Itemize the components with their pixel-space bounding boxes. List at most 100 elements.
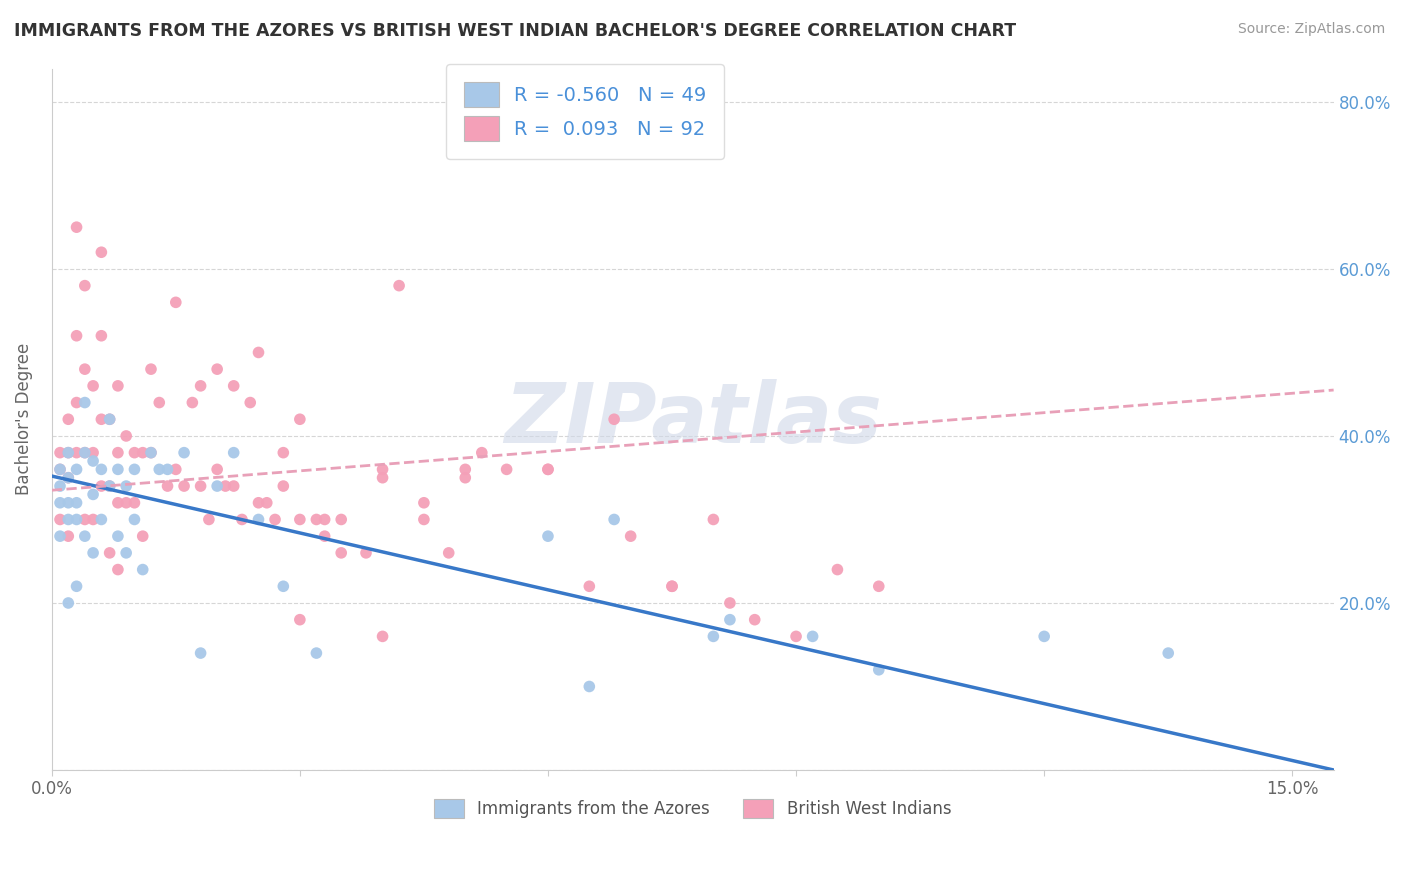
Point bbox=[139, 362, 162, 376]
Point bbox=[273, 579, 295, 593]
Point bbox=[173, 479, 195, 493]
Point bbox=[73, 512, 96, 526]
Point bbox=[388, 278, 411, 293]
Point bbox=[98, 479, 121, 493]
Point bbox=[58, 471, 80, 485]
Y-axis label: Bachelor's Degree: Bachelor's Degree bbox=[15, 343, 32, 495]
Point bbox=[702, 629, 724, 643]
Point bbox=[58, 471, 80, 485]
Point bbox=[661, 579, 683, 593]
Point bbox=[65, 496, 87, 510]
Point bbox=[173, 445, 195, 459]
Point bbox=[222, 479, 245, 493]
Point bbox=[98, 479, 121, 493]
Point bbox=[578, 680, 600, 694]
Point bbox=[190, 479, 212, 493]
Point bbox=[124, 462, 146, 476]
Point bbox=[139, 445, 162, 459]
Point bbox=[107, 379, 129, 393]
Point bbox=[73, 529, 96, 543]
Point bbox=[82, 445, 104, 459]
Point bbox=[73, 278, 96, 293]
Point bbox=[49, 496, 72, 510]
Point bbox=[115, 479, 138, 493]
Point bbox=[107, 529, 129, 543]
Point bbox=[413, 496, 436, 510]
Point bbox=[371, 462, 394, 476]
Point bbox=[273, 479, 295, 493]
Point bbox=[90, 512, 112, 526]
Point bbox=[744, 613, 766, 627]
Point bbox=[49, 462, 72, 476]
Point bbox=[205, 462, 228, 476]
Text: IMMIGRANTS FROM THE AZORES VS BRITISH WEST INDIAN BACHELOR'S DEGREE CORRELATION : IMMIGRANTS FROM THE AZORES VS BRITISH WE… bbox=[14, 22, 1017, 40]
Point bbox=[718, 596, 741, 610]
Point bbox=[58, 445, 80, 459]
Point bbox=[165, 295, 187, 310]
Point bbox=[454, 462, 477, 476]
Point bbox=[65, 220, 87, 235]
Point bbox=[1157, 646, 1180, 660]
Point bbox=[49, 479, 72, 493]
Point bbox=[49, 512, 72, 526]
Point bbox=[288, 512, 311, 526]
Point bbox=[73, 445, 96, 459]
Point bbox=[115, 546, 138, 560]
Point bbox=[354, 546, 377, 560]
Point bbox=[371, 629, 394, 643]
Point bbox=[165, 462, 187, 476]
Point bbox=[537, 462, 560, 476]
Point bbox=[124, 445, 146, 459]
Point bbox=[198, 512, 221, 526]
Point bbox=[49, 445, 72, 459]
Point bbox=[437, 546, 460, 560]
Point bbox=[718, 613, 741, 627]
Point bbox=[603, 412, 626, 426]
Point bbox=[73, 395, 96, 409]
Point bbox=[107, 445, 129, 459]
Point bbox=[58, 596, 80, 610]
Point bbox=[58, 512, 80, 526]
Point bbox=[288, 412, 311, 426]
Point bbox=[330, 512, 353, 526]
Point bbox=[1033, 629, 1056, 643]
Point bbox=[305, 646, 328, 660]
Point bbox=[73, 445, 96, 459]
Point bbox=[148, 395, 170, 409]
Point bbox=[82, 487, 104, 501]
Point bbox=[90, 479, 112, 493]
Point bbox=[454, 471, 477, 485]
Point bbox=[256, 496, 278, 510]
Point bbox=[65, 328, 87, 343]
Point bbox=[98, 412, 121, 426]
Point bbox=[868, 663, 890, 677]
Point bbox=[181, 395, 204, 409]
Point bbox=[785, 629, 807, 643]
Point bbox=[247, 496, 270, 510]
Point bbox=[495, 462, 517, 476]
Point bbox=[139, 445, 162, 459]
Point bbox=[371, 471, 394, 485]
Point bbox=[314, 512, 336, 526]
Point bbox=[98, 412, 121, 426]
Point bbox=[222, 379, 245, 393]
Point bbox=[115, 429, 138, 443]
Point bbox=[65, 395, 87, 409]
Point bbox=[115, 496, 138, 510]
Point bbox=[190, 379, 212, 393]
Point bbox=[82, 512, 104, 526]
Point bbox=[620, 529, 643, 543]
Point bbox=[471, 445, 494, 459]
Point bbox=[124, 496, 146, 510]
Point bbox=[827, 563, 849, 577]
Point bbox=[156, 462, 179, 476]
Point bbox=[132, 445, 155, 459]
Legend: Immigrants from the Azores, British West Indians: Immigrants from the Azores, British West… bbox=[427, 792, 957, 825]
Point bbox=[661, 579, 683, 593]
Point bbox=[107, 563, 129, 577]
Point bbox=[132, 563, 155, 577]
Point bbox=[156, 479, 179, 493]
Point bbox=[205, 362, 228, 376]
Point bbox=[98, 546, 121, 560]
Point bbox=[90, 245, 112, 260]
